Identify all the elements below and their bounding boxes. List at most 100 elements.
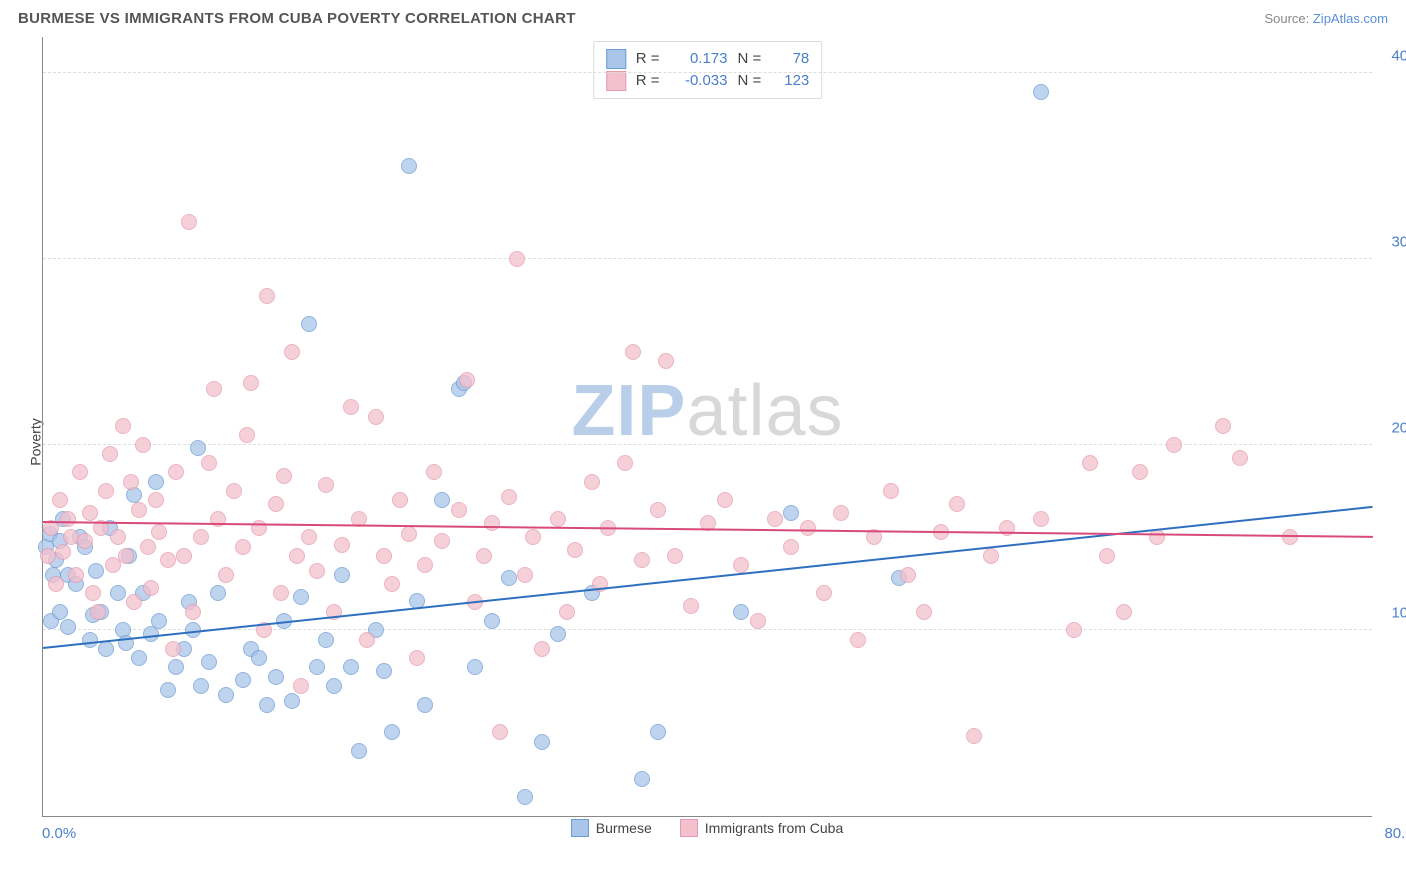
scatter-point [717,492,733,508]
scatter-point [131,650,147,666]
scatter-point [850,632,866,648]
gridline [43,629,1372,630]
scatter-point [185,604,201,620]
scatter-point [334,537,350,553]
scatter-point [72,464,88,480]
scatter-point [110,529,126,545]
r-label: R = [636,48,660,70]
r-value-1: -0.033 [670,70,728,92]
scatter-point [484,515,500,531]
scatter-point [426,464,442,480]
scatter-point [201,455,217,471]
x-tick-min: 0.0% [42,825,76,842]
scatter-point [1149,529,1165,545]
scatter-point [148,474,164,490]
scatter-point [52,604,68,620]
scatter-point [318,477,334,493]
correlation-box: R = 0.173 N = 78 R = -0.033 N = 123 [593,41,823,99]
scatter-point [634,552,650,568]
scatter-point [900,567,916,583]
scatter-point [559,604,575,620]
scatter-point [206,381,222,397]
scatter-point [259,288,275,304]
scatter-point [434,533,450,549]
scatter-point [534,734,550,750]
scatter-point [118,548,134,564]
scatter-point [384,576,400,592]
scatter-point [148,492,164,508]
chart-title: BURMESE VS IMMIGRANTS FROM CUBA POVERTY … [18,10,576,27]
scatter-point [160,682,176,698]
n-label: N = [738,70,762,92]
scatter-point [401,158,417,174]
scatter-point [293,678,309,694]
scatter-point [309,563,325,579]
scatter-point [949,496,965,512]
scatter-point [201,654,217,670]
source-link[interactable]: ZipAtlas.com [1313,11,1388,26]
scatter-point [140,539,156,555]
scatter-point [384,724,400,740]
y-tick-label: 10.0% [1379,605,1406,622]
scatter-point [60,511,76,527]
source-prefix: Source: [1264,11,1312,26]
scatter-point [683,598,699,614]
scatter-point [218,687,234,703]
scatter-point [60,619,76,635]
scatter-point [459,372,475,388]
scatter-point [102,446,118,462]
scatter-point [501,489,517,505]
scatter-point [251,650,267,666]
scatter-point [85,585,101,601]
scatter-point [534,641,550,657]
scatter-point [417,557,433,573]
scatter-point [359,632,375,648]
scatter-point [492,724,508,740]
scatter-point [210,585,226,601]
scatter-point [235,672,251,688]
scatter-point [550,626,566,642]
corr-row-1: R = -0.033 N = 123 [606,70,810,92]
scatter-point [181,214,197,230]
scatter-point [193,678,209,694]
legend-item-1: Immigrants from Cuba [680,819,843,837]
scatter-point [82,632,98,648]
scatter-point [1082,455,1098,471]
scatter-point [90,604,106,620]
scatter-point [160,552,176,568]
scatter-point [1116,604,1132,620]
gridline [43,72,1372,73]
scatter-point [123,474,139,490]
scatter-point [176,548,192,564]
y-tick-label: 20.0% [1379,419,1406,436]
scatter-point [733,604,749,620]
scatter-point [800,520,816,536]
r-value-0: 0.173 [670,48,728,70]
scatter-point [1066,622,1082,638]
scatter-point [1282,529,1298,545]
scatter-point [82,505,98,521]
scatter-point [309,659,325,675]
scatter-point [343,399,359,415]
scatter-point [301,529,317,545]
scatter-point [301,316,317,332]
scatter-point [326,678,342,694]
scatter-point [451,502,467,518]
swatch-series-1 [606,71,626,91]
scatter-point [650,724,666,740]
scatter-point [750,613,766,629]
scatter-point [239,427,255,443]
scatter-point [625,344,641,360]
scatter-point [218,567,234,583]
y-tick-label: 30.0% [1379,233,1406,250]
scatter-point [983,548,999,564]
scatter-point [289,548,305,564]
scatter-point [276,468,292,484]
scatter-point [401,526,417,542]
scatter-point [268,669,284,685]
scatter-point [110,585,126,601]
legend-swatch-1 [680,819,698,837]
scatter-point [40,548,56,564]
legend: Burmese Immigrants from Cuba [42,819,1372,837]
scatter-point [1033,511,1049,527]
